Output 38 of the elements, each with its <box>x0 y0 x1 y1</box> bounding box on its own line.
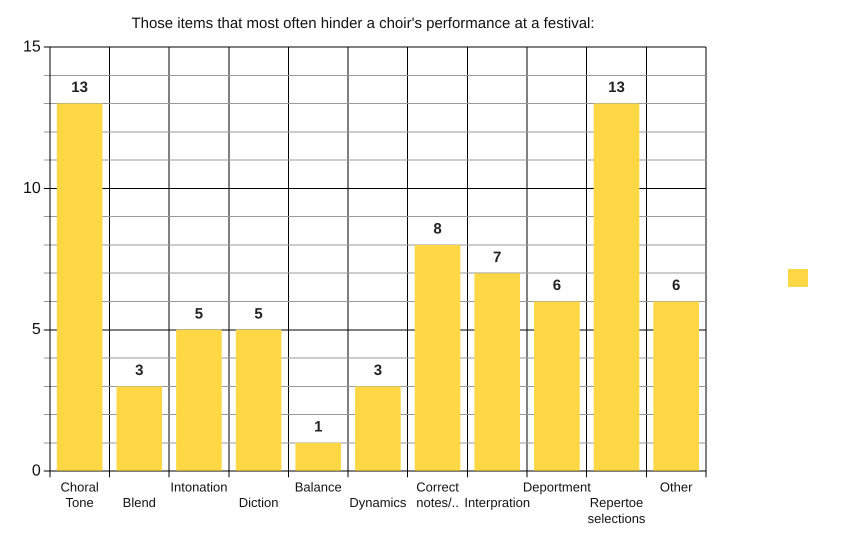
bar <box>355 386 401 471</box>
x-tick-label: Choral Tone <box>60 480 99 510</box>
bar <box>295 442 342 471</box>
bar <box>56 104 102 471</box>
x-tick-label: Repertoe selections <box>588 495 646 526</box>
bar <box>653 302 699 471</box>
x-tick-label: Interpration <box>464 495 530 510</box>
data-label: 5 <box>254 305 263 322</box>
x-tick-label: Intonation <box>170 480 228 495</box>
x-tick-label: Deportment <box>522 480 592 495</box>
bar <box>116 386 162 471</box>
data-label: 6 <box>672 277 680 294</box>
x-tick-label: Dynamics <box>349 495 407 510</box>
data-label: 3 <box>135 362 144 379</box>
y-tick-label: 15 <box>23 38 41 56</box>
x-tick-label: Correct notes/.. <box>416 480 460 510</box>
bar <box>176 330 222 471</box>
data-label: 1 <box>314 418 322 436</box>
bar <box>534 302 580 471</box>
y-tick-label: 0 <box>32 462 41 480</box>
x-tick-label: Diction <box>238 495 278 510</box>
data-label: 13 <box>608 79 625 96</box>
x-tick-label: Balance <box>294 480 342 495</box>
data-label: 5 <box>194 305 204 322</box>
data-label: 8 <box>433 220 442 238</box>
bar <box>474 273 520 471</box>
x-tick-label: Blend <box>122 495 156 510</box>
data-label: 6 <box>552 277 562 294</box>
x-tick-label: Other <box>660 480 694 495</box>
bar <box>414 244 460 471</box>
chart-title: Those items that most often hinder a choir's performance at a festival: <box>131 15 595 32</box>
y-tick-label: 5 <box>32 321 41 338</box>
bar <box>236 330 282 471</box>
bar <box>594 104 640 471</box>
y-tick-label: 10 <box>23 180 41 197</box>
data-label: 13 <box>71 79 88 96</box>
data-label: 3 <box>374 362 382 379</box>
data-label: 7 <box>493 248 502 266</box>
